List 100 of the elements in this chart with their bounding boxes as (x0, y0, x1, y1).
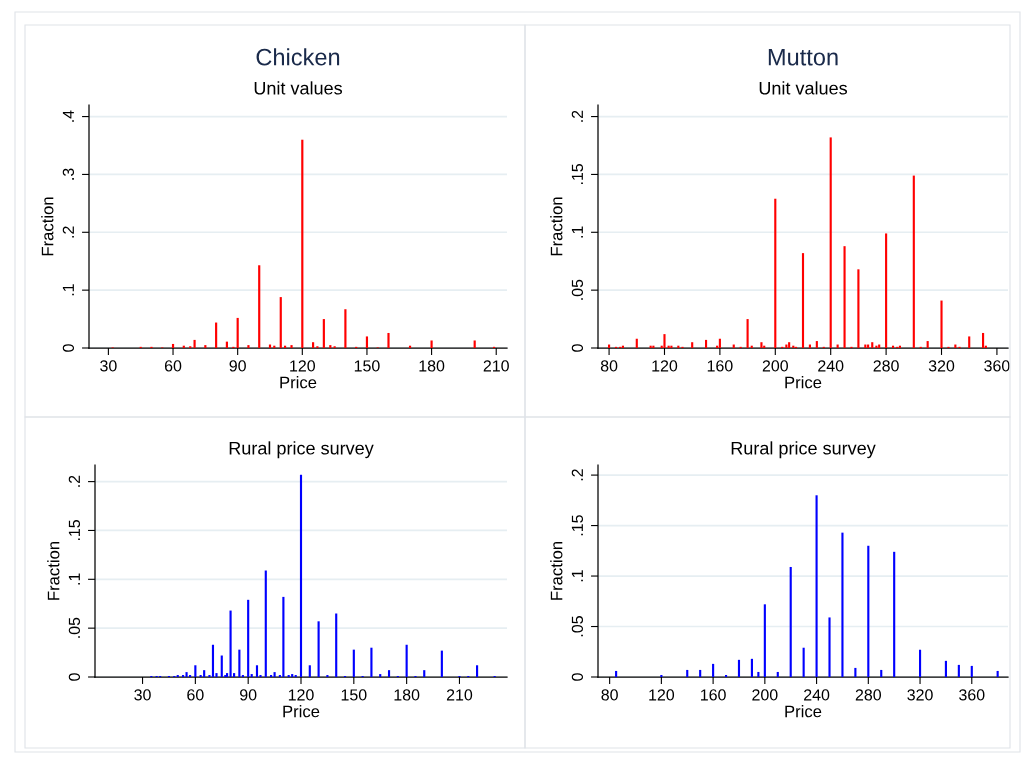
bar (247, 345, 250, 348)
bar (802, 647, 805, 677)
bar (704, 339, 708, 348)
bar (746, 319, 749, 348)
x-tick-label: 80 (601, 689, 618, 701)
y-axis-title: Fraction (550, 197, 563, 256)
bar (940, 300, 943, 348)
x-axis-title: Price (283, 705, 320, 718)
bar (691, 342, 694, 348)
x-tick-label: 90 (240, 689, 257, 701)
bar (635, 338, 638, 348)
bar (699, 669, 702, 677)
bar (926, 341, 929, 348)
bar (829, 137, 832, 348)
y-tick-label: .3 (62, 168, 75, 180)
bar (996, 670, 999, 677)
bar (968, 336, 971, 348)
bar (857, 269, 860, 348)
chart-subtitle: Rural price survey (731, 441, 876, 459)
x-tick-label: 160 (707, 360, 733, 372)
chart-title: Mutton (768, 49, 838, 66)
bar (776, 671, 779, 677)
bar (789, 566, 792, 677)
bar (660, 674, 663, 677)
x-tick-label: 240 (804, 689, 830, 701)
bar (344, 309, 347, 348)
bar (247, 599, 250, 677)
bar (828, 617, 831, 677)
y-tick-label: .05 (571, 279, 584, 300)
bar (290, 345, 293, 348)
bar (204, 345, 207, 348)
bar (379, 674, 382, 677)
bar (365, 336, 369, 348)
bar (317, 621, 320, 677)
chart-subtitle: Unit values (759, 81, 848, 95)
y-tick-label: .15 (571, 164, 584, 185)
x-tick-label: 150 (354, 360, 380, 372)
bar (193, 339, 196, 348)
bar (885, 233, 888, 348)
bar (258, 265, 261, 348)
x-tick-label: 180 (419, 360, 445, 372)
y-tick-label: .1 (62, 284, 74, 296)
bar (712, 663, 715, 677)
bar (301, 139, 304, 348)
bar (686, 669, 689, 677)
x-tick-label: 280 (873, 360, 899, 372)
x-tick-label: 90 (229, 360, 246, 372)
x-tick-label: 180 (394, 689, 420, 701)
y-tick-label: 0 (571, 344, 584, 352)
y-tick-label: .05 (571, 616, 584, 637)
bar (750, 658, 753, 677)
bar (335, 613, 338, 677)
y-tick-label: .15 (571, 515, 584, 536)
x-tick-label: 240 (818, 360, 844, 372)
x-tick-label: 320 (928, 360, 955, 372)
x-tick-label: 200 (762, 360, 788, 372)
x-tick-label: 210 (446, 689, 473, 701)
bar (387, 670, 391, 677)
y-tick-label: .2 (62, 226, 74, 238)
bar (440, 650, 443, 677)
bar (279, 297, 282, 348)
x-tick-label: 280 (855, 689, 882, 701)
bar (918, 649, 922, 677)
bar (774, 198, 777, 348)
bar (299, 474, 303, 677)
bar (854, 667, 857, 677)
x-tick-label: 60 (164, 360, 182, 372)
x-tick-label: 200 (752, 689, 778, 701)
bar (476, 665, 479, 677)
bar (970, 665, 973, 677)
x-tick-label: 60 (187, 689, 204, 701)
bar (982, 332, 985, 348)
bar (387, 332, 390, 348)
bar (663, 334, 666, 348)
bar (405, 644, 408, 677)
bar (815, 341, 818, 348)
y-tick-label: 0 (62, 344, 75, 352)
bar (329, 345, 332, 348)
bar (815, 495, 818, 677)
bar (737, 659, 741, 677)
bar (615, 670, 618, 677)
bar (185, 672, 188, 677)
bar (255, 665, 259, 677)
bar (801, 253, 805, 348)
bar (957, 664, 960, 677)
bar (352, 649, 355, 677)
bar (912, 175, 915, 348)
x-axis-title: Price (785, 376, 822, 389)
bar (473, 340, 476, 348)
bar (370, 647, 373, 677)
bar (718, 338, 721, 348)
bar (194, 665, 197, 677)
y-tick-label: .4 (62, 110, 74, 122)
bar (312, 342, 315, 348)
bar (238, 649, 241, 677)
bar (757, 671, 760, 677)
bar (215, 322, 218, 348)
bar (264, 570, 267, 677)
bar (282, 596, 285, 677)
y-axis-title: Fraction (41, 197, 54, 256)
